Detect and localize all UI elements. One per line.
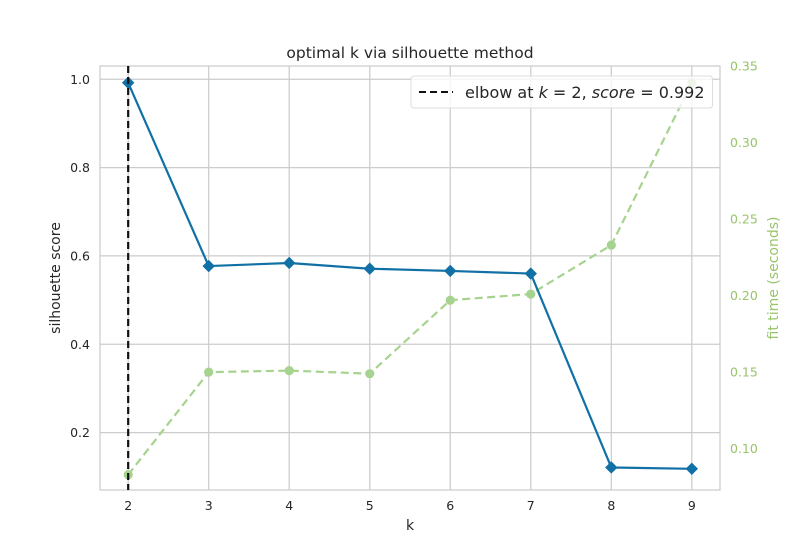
y2-tick-label: 0.30: [730, 135, 758, 150]
fit-time-point: [526, 289, 536, 299]
legend-k-var: k: [539, 83, 549, 102]
legend-score-eq: = 0.992: [635, 83, 704, 102]
x-tick-label: 4: [285, 498, 293, 513]
x-tick-label: 9: [688, 498, 696, 513]
x-tick-label: 8: [607, 498, 615, 513]
silhouette-point: [202, 259, 215, 273]
series-layer: [121, 66, 699, 490]
legend: elbow at k = 2, score = 0.992: [410, 75, 714, 109]
ticks-layer: 2 3 4 5 6 7 8 9 0.2 0.4 0.6 0.8 1.0 0.10 0.15 0.20 0.25 0…: [70, 59, 758, 514]
y2-tick-label: 0.10: [730, 441, 758, 456]
y-tick-label: 0.4: [70, 337, 90, 352]
silhouette-point: [283, 256, 296, 270]
y2-tick-label: 0.25: [730, 212, 758, 227]
fit-time-line: [127, 82, 693, 476]
silhouette-point: [685, 462, 699, 475]
legend-k-eq: = 2,: [548, 83, 592, 102]
legend-score-var: score: [592, 83, 636, 102]
x-tick-label: 7: [527, 498, 535, 513]
x-tick-label: 6: [446, 498, 454, 513]
silhouette-point: [605, 461, 618, 474]
y2-tick-label: 0.20: [730, 288, 758, 303]
silhouette-point: [444, 264, 457, 278]
chart-title: optimal k via silhouette method: [286, 44, 533, 62]
legend-prefix: elbow at: [465, 83, 539, 102]
fit-time-point: [204, 367, 214, 377]
grid: [100, 66, 720, 490]
y-tick-label: 0.2: [70, 425, 90, 440]
plot-frame: [99, 65, 721, 491]
fit-time-point: [606, 240, 616, 250]
x-tick-label: 5: [366, 498, 374, 513]
fit-time-point: [445, 295, 455, 305]
x-axis-label: k: [406, 518, 415, 534]
silhouette-score-line: [127, 82, 692, 470]
y-axis-label: silhouette score: [48, 222, 64, 334]
fit-time-point: [365, 369, 375, 379]
x-tick-label: 3: [205, 498, 213, 513]
silhouette-point: [363, 262, 376, 275]
y-tick-label: 0.6: [70, 248, 90, 263]
legend-label-elbow: elbow at k = 2, score = 0.992: [465, 83, 705, 102]
y-tick-label: 1.0: [70, 72, 90, 87]
fit-time-point: [284, 366, 294, 376]
y2-axis-label: fit time (seconds): [766, 217, 782, 340]
silhouette-point: [524, 267, 537, 280]
y2-tick-label: 0.15: [730, 365, 758, 380]
legend-box: [410, 75, 714, 109]
x-tick-label: 2: [124, 498, 132, 513]
y-tick-label: 0.8: [70, 160, 90, 175]
y2-tick-label: 0.35: [730, 59, 758, 74]
